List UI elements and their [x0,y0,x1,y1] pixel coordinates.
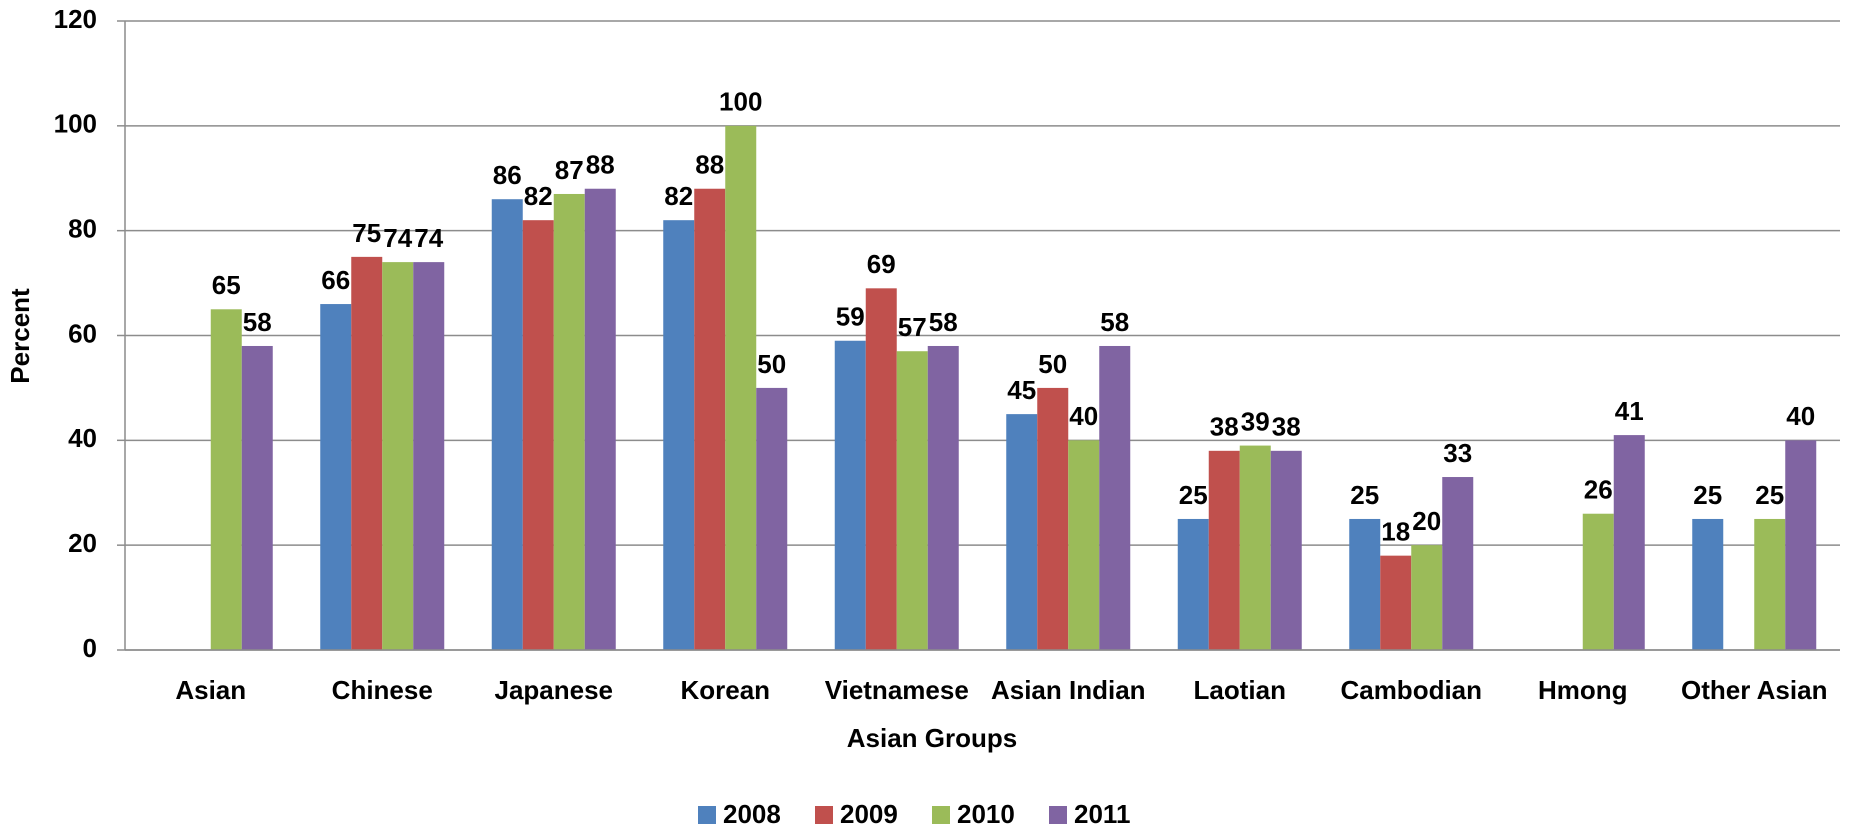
x-tick-label: Japanese [494,675,613,705]
legend-swatch [1049,806,1067,824]
x-tick-label: Laotian [1194,675,1286,705]
y-tick-label: 120 [54,4,97,34]
bar [491,199,523,650]
bar [756,387,788,650]
bar [522,220,554,650]
y-tick-label: 20 [68,528,97,558]
data-label: 41 [1615,396,1644,426]
legend-label: 2008 [723,799,781,829]
data-label: 82 [524,181,553,211]
bar [241,345,273,650]
bar [1037,387,1069,650]
data-label: 75 [352,218,381,248]
data-label: 20 [1412,506,1441,536]
data-label: 26 [1584,475,1613,505]
legend-swatch [932,806,950,824]
bar [320,304,352,650]
x-tick-label: Other Asian [1681,675,1827,705]
x-tick-label: Asian [175,675,246,705]
data-label: 57 [898,312,927,342]
x-tick-label: Asian Indian [991,675,1146,705]
bar [210,309,242,650]
data-label: 40 [1069,401,1098,431]
data-label: 59 [836,302,865,332]
y-tick-label: 40 [68,423,97,453]
bar [1006,414,1038,650]
data-label: 45 [1007,375,1036,405]
data-label: 38 [1272,412,1301,442]
data-label: 25 [1693,480,1722,510]
bar [1208,450,1240,650]
data-label: 74 [414,223,443,253]
data-label: 86 [493,160,522,190]
bar [584,188,616,650]
bar [865,288,897,650]
bar [382,262,414,650]
legend-swatch [698,806,716,824]
bar [1099,345,1131,650]
bar [1442,477,1474,650]
bar [927,345,959,650]
bar [1613,435,1645,650]
data-label: 74 [383,223,412,253]
bar [1270,450,1302,650]
bar [413,262,445,650]
bar [1177,518,1209,650]
legend-label: 2011 [1074,799,1130,829]
data-label: 69 [867,249,896,279]
bar [663,220,695,650]
bar [1411,545,1443,650]
bar [351,256,383,650]
data-label: 100 [719,87,762,117]
data-label: 25 [1755,480,1784,510]
data-label: 40 [1786,401,1815,431]
data-label: 82 [664,181,693,211]
bar [1582,513,1614,650]
x-tick-label: Vietnamese [825,675,969,705]
y-tick-label: 100 [54,109,97,139]
data-label: 18 [1381,517,1410,547]
bar [896,351,928,650]
data-label: 58 [929,307,958,337]
y-tick-label: 60 [68,318,97,348]
legend-label: 2010 [957,799,1015,829]
legend-swatch [815,806,833,824]
bar [834,340,866,650]
y-tick-label: 80 [68,214,97,244]
bar [553,193,585,650]
data-label: 33 [1443,438,1472,468]
y-axis-label: Percent [5,288,35,384]
data-label: 25 [1179,480,1208,510]
bar [1380,555,1412,650]
data-label: 58 [1100,307,1129,337]
bar [1068,440,1100,650]
legend-label: 2009 [840,799,898,829]
bar [694,188,726,650]
data-label: 87 [555,155,584,185]
data-label: 50 [757,349,786,379]
y-tick-label: 0 [83,633,97,663]
bar [725,125,757,651]
x-tick-label: Cambodian [1340,675,1482,705]
data-label: 66 [321,265,350,295]
data-label: 88 [695,150,724,180]
data-label: 65 [212,270,241,300]
bar [1692,518,1724,650]
x-tick-label: Hmong [1538,675,1628,705]
data-label: 39 [1241,406,1270,436]
bar [1349,518,1381,650]
data-label: 88 [586,150,615,180]
bar [1754,518,1786,650]
data-label: 50 [1038,349,1067,379]
x-axis-label: Asian Groups [847,723,1017,753]
data-label: 38 [1210,412,1239,442]
data-label: 25 [1350,480,1379,510]
data-label: 58 [243,307,272,337]
x-tick-label: Chinese [332,675,433,705]
bar [1785,440,1817,650]
bar [1239,445,1271,650]
x-tick-label: Korean [680,675,770,705]
